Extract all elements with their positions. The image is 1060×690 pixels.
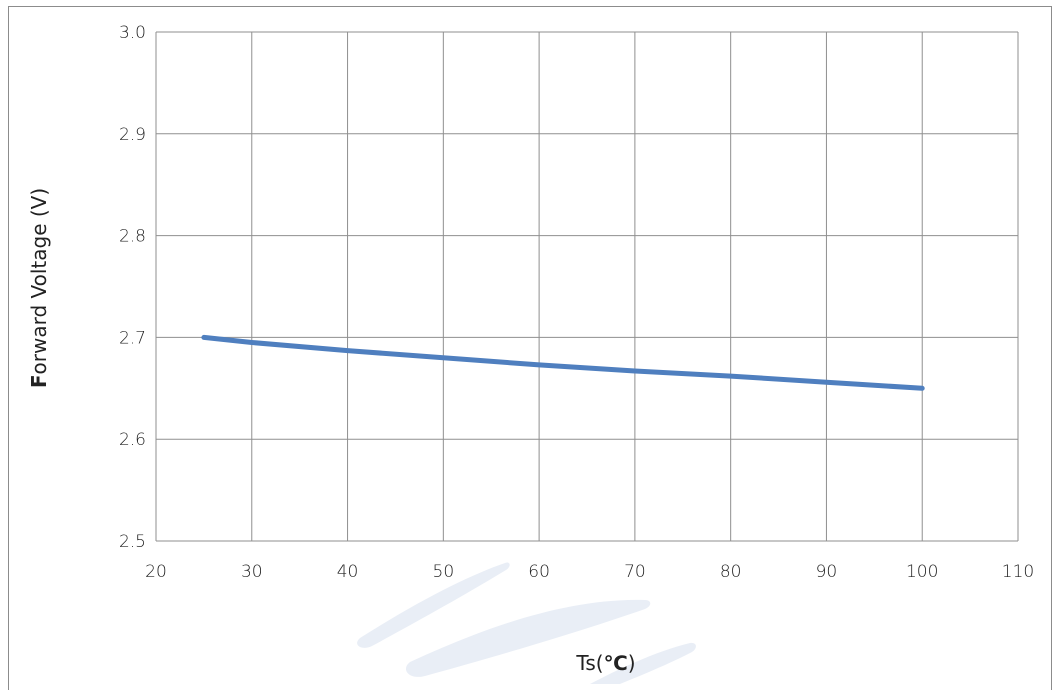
watermark-stripe-1	[357, 562, 510, 648]
x-tick-label: 40	[337, 562, 359, 582]
y-tick-labels: 2.5 2.6 2.7 2.8 2.9 3.0	[119, 23, 146, 552]
x-axis-label-suffix: )	[628, 651, 636, 675]
y-tick-label: 3.0	[119, 23, 146, 43]
y-tick-label: 2.5	[119, 532, 146, 552]
watermark-stripe-2	[405, 599, 651, 677]
series-layer	[201, 334, 925, 391]
x-axis-label-prefix: Ts(	[575, 651, 603, 675]
series-line-0	[201, 334, 925, 391]
watermark-stripe-3	[590, 642, 696, 684]
x-tick-label: 100	[906, 562, 938, 582]
x-tick-label: 110	[1002, 562, 1034, 582]
y-axis-label-rest: orward Voltage (V)	[27, 188, 51, 375]
x-tick-label: 90	[816, 562, 838, 582]
x-tick-label: 80	[720, 562, 742, 582]
y-axis-label-initial: F	[27, 375, 51, 389]
x-tick-label: 20	[145, 562, 167, 582]
y-axis-label: Forward Voltage (V)	[27, 188, 51, 388]
grid	[155, 31, 1019, 542]
x-tick-label: 60	[528, 562, 550, 582]
x-axis-label-unit: ℃	[604, 651, 628, 675]
x-axis-label: Ts(℃)	[575, 651, 635, 675]
watermark-logo	[357, 562, 696, 684]
y-tick-label: 2.8	[119, 227, 146, 247]
x-tick-label: 70	[624, 562, 646, 582]
y-tick-label: 2.9	[119, 125, 146, 145]
y-tick-label: 2.6	[119, 430, 146, 450]
x-tick-labels: 20 30 40 50 60 70 80 90 100 110	[145, 562, 1034, 582]
x-tick-label: 50	[433, 562, 455, 582]
x-tick-label: 30	[241, 562, 263, 582]
chart-frame	[8, 6, 1052, 690]
y-tick-label: 2.7	[119, 328, 146, 348]
